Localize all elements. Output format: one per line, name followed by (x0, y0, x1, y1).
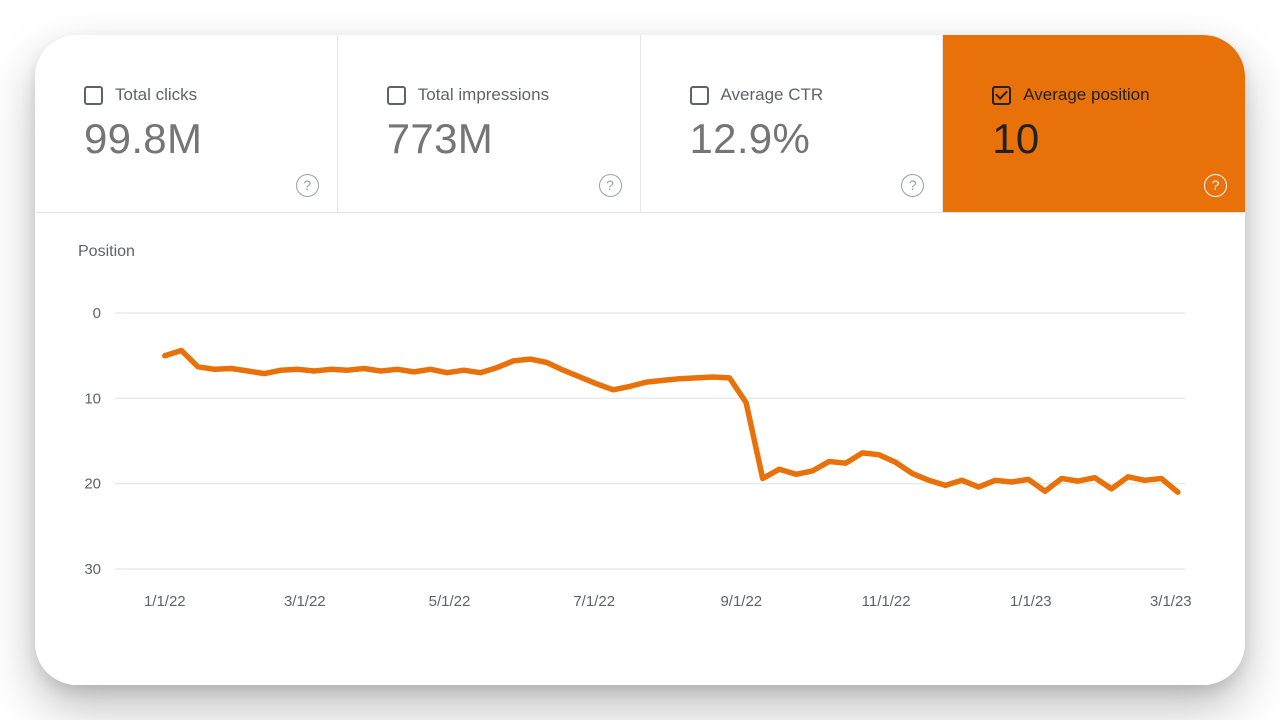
metric-head: Total impressions (386, 85, 640, 105)
metric-label: Total clicks (115, 85, 198, 104)
metric-label: Total impressions (417, 85, 550, 104)
metric-value: 773M (386, 115, 494, 162)
metric-card-total-impressions[interactable]: Total impressions 773M ? (337, 35, 641, 212)
search-performance-panel: Total clicks 99.8M ? Total impressions 7… (35, 35, 1245, 685)
x-tick-label: 3/1/23 (1150, 593, 1192, 610)
help-icon[interactable]: ? (901, 174, 925, 197)
x-tick-label: 1/1/23 (1010, 593, 1052, 610)
position-chart-section: Position 0 10 20 30 1/1/22 3/1/22 5/1/22 7/1/22… (35, 213, 1245, 685)
metric-label: Average position (1023, 85, 1150, 104)
average-position-line (162, 347, 1181, 495)
metric-head: Average CTR (689, 85, 943, 105)
metric-card-average-position[interactable]: Average position 10 ? (943, 35, 1245, 212)
metric-head: Average position (992, 85, 1245, 105)
x-tick-label: 7/1/22 (573, 593, 615, 610)
y-tick-label: 20 (84, 476, 101, 493)
y-tick-label: 10 (84, 390, 101, 407)
metric-card-total-clicks[interactable]: Total clicks 99.8M ? (35, 35, 338, 212)
metric-value: 99.8M (84, 115, 203, 162)
y-tick-label: 30 (84, 561, 101, 578)
metric-label: Average CTR (720, 85, 824, 104)
metric-value: 12.9% (689, 115, 811, 162)
help-icon[interactable]: ? (295, 174, 319, 197)
x-tick-label: 11/1/22 (862, 593, 911, 610)
checkbox-average-ctr[interactable] (689, 85, 709, 105)
position-chart: 0 10 20 30 1/1/22 3/1/22 5/1/22 7/1/22 9/1/22 11/… (84, 305, 1192, 610)
x-tick-label: 3/1/22 (284, 593, 326, 610)
y-axis-title: Position (78, 243, 135, 260)
checkbox-total-impressions[interactable] (386, 85, 406, 105)
metric-card-average-ctr[interactable]: Average CTR 12.9% ? (640, 35, 944, 212)
metric-value: 10 (992, 115, 1040, 162)
x-tick-label: 1/1/22 (144, 593, 186, 610)
metric-head: Total clicks (84, 85, 337, 105)
metric-cards-row: Total clicks 99.8M ? Total impressions 7… (35, 35, 1245, 213)
x-tick-label: 5/1/22 (429, 593, 471, 610)
help-icon[interactable]: ? (598, 174, 622, 197)
y-tick-label: 0 (93, 305, 101, 322)
x-tick-label: 9/1/22 (720, 593, 762, 610)
checkbox-total-clicks[interactable] (84, 85, 103, 105)
checkbox-average-position[interactable] (992, 85, 1012, 105)
help-icon[interactable]: ? (1204, 174, 1227, 197)
